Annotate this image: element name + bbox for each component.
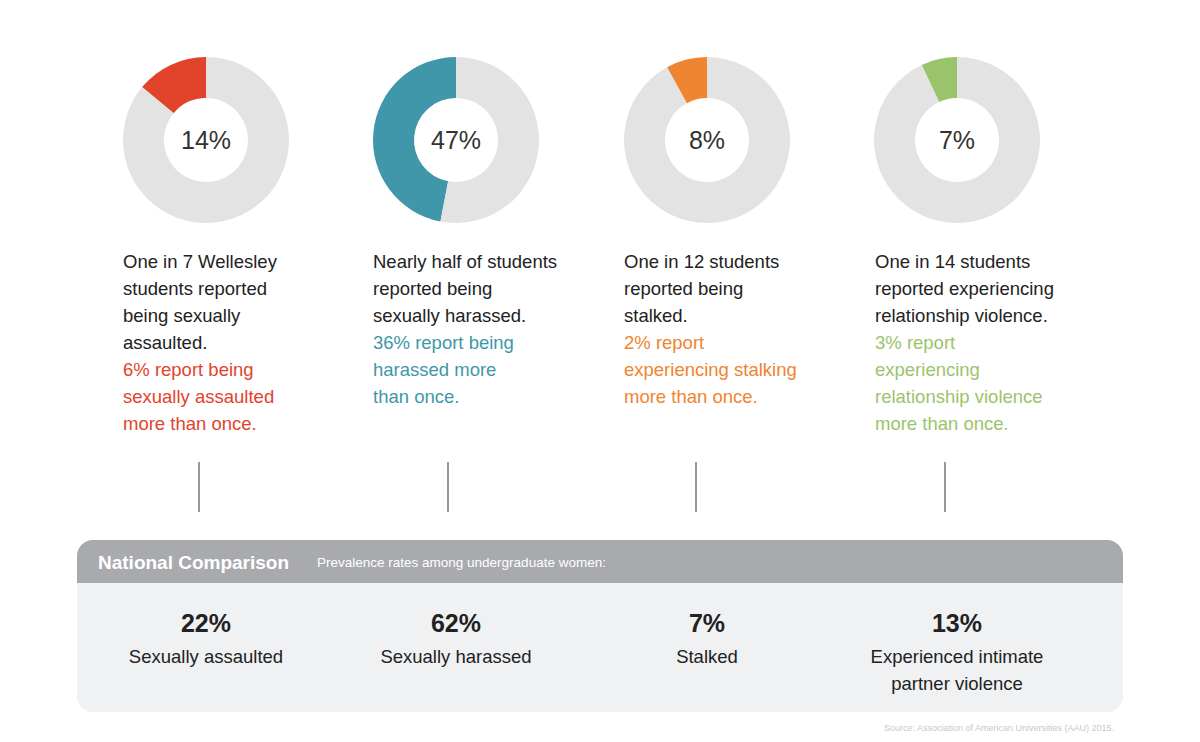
caption-note-line: 36% report being [373, 332, 514, 353]
caption-note-line: harassed more [373, 359, 496, 380]
caption-line: reported being [373, 278, 492, 299]
caption-note-line: 3% report [875, 332, 955, 353]
infographic: 14% One in 7 Wellesley students reported be… [0, 0, 1200, 742]
caption-note-line: sexually assaulted [123, 386, 274, 407]
caption-note-line: experiencing [875, 359, 980, 380]
panel-title: National Comparison [98, 552, 289, 573]
connector [695, 462, 696, 512]
donut-slice [123, 57, 289, 223]
caption-line: reported experiencing [875, 278, 1054, 299]
donut-chart: 47% [373, 57, 539, 223]
comparison-label: Experienced intimate [871, 646, 1044, 667]
caption-note-line: experiencing stalking [624, 359, 797, 380]
caption-line: stalked. [624, 305, 688, 326]
donut-chart: 7% [874, 57, 1040, 223]
comparison-value: 62% [431, 609, 481, 637]
comparison-value: 13% [932, 609, 982, 637]
comparison-label: Sexually harassed [380, 646, 531, 667]
center-label: 47% [431, 126, 481, 154]
center-label: 7% [939, 126, 975, 154]
caption-line: assaulted. [123, 332, 207, 353]
caption-note-line: relationship violence [875, 386, 1043, 407]
donut-chart: 14% [123, 57, 289, 223]
caption-note-line: than once. [373, 386, 459, 407]
caption-note-line: more than once. [624, 386, 758, 407]
comparison-panel [77, 540, 1123, 712]
donut-slice [874, 57, 1040, 223]
center-label: 8% [689, 126, 725, 154]
comparison-label: partner violence [891, 673, 1023, 694]
donut-chart: 8% [624, 57, 790, 223]
comparison-label: Sexually assaulted [129, 646, 283, 667]
caption-line: relationship violence. [875, 305, 1048, 326]
caption-line: being sexually [123, 305, 241, 326]
connector [198, 462, 199, 512]
caption-line: One in 12 students [624, 251, 779, 272]
panel-body [77, 540, 1123, 712]
connector [447, 462, 448, 512]
panel-subtitle: Prevalence rates among undergraduate wom… [317, 555, 606, 570]
caption-line: One in 14 students [875, 251, 1030, 272]
caption-line: Nearly half of students [373, 251, 557, 272]
caption-note-line: more than once. [875, 413, 1009, 434]
connector [944, 462, 945, 512]
panel-header [77, 540, 1123, 583]
caption-note-line: 2% report [624, 332, 704, 353]
caption-line: One in 7 Wellesley [123, 251, 278, 272]
caption-note-line: more than once. [123, 413, 257, 434]
comparison-value: 22% [181, 609, 231, 637]
caption-line: reported being [624, 278, 743, 299]
comparison-label: Stalked [676, 646, 738, 667]
caption-line: sexually harassed. [373, 305, 526, 326]
caption-note-line: 6% report being [123, 359, 254, 380]
caption-line: students reported [123, 278, 267, 299]
donut-slice [624, 57, 790, 223]
background [0, 0, 1200, 742]
center-label: 14% [181, 126, 231, 154]
source-note: Source: Association of American Universi… [884, 723, 1114, 733]
comparison-value: 7% [689, 609, 725, 637]
